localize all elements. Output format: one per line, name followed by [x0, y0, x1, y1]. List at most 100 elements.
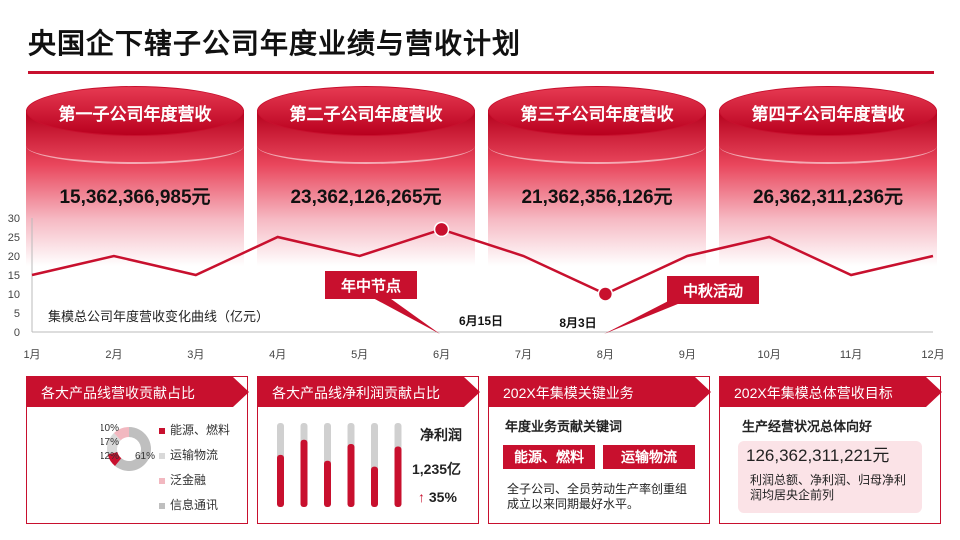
y-tick-label: 10 [8, 289, 20, 301]
subsidiary-revenue: 23,362,126,265元 [290, 187, 442, 208]
legend-item-finance: 泛金融 [159, 471, 206, 488]
donut-segment [107, 451, 122, 466]
legend-swatch [159, 427, 165, 434]
target-value: 126,362,311,221元 [746, 446, 890, 465]
callout-pointer [360, 291, 440, 334]
highlight-points [433, 221, 614, 302]
title-divider [28, 71, 934, 74]
x-tick-label: 1月 [23, 349, 40, 361]
callout-pointer [604, 295, 700, 334]
cylinder-top [719, 86, 937, 136]
x-tick-label: 7月 [515, 349, 532, 361]
panel-header: 202X年集模总体营收目标 [720, 377, 942, 407]
revenue-line-chart: 0 5 10 15 20 25 30 1月 2月 3月 4月 5月 6月 7月 8月 9月 10月 11月 12月… [8, 213, 945, 361]
donut-label: 17% [101, 437, 119, 448]
revenue-donut-chart: 10% 17% 12% 61% [101, 423, 155, 471]
subsidiary-card-3: 第三子公司年度营收 21,362,356,126元 [488, 86, 706, 266]
metric-label: 净利润 [420, 427, 462, 443]
subsidiary-card-4: 第四子公司年度营收 26,362,311,236元 [719, 86, 937, 266]
y-tick-labels: 0 5 10 15 20 25 30 [8, 213, 20, 339]
profit-bar-chart [277, 423, 402, 507]
annotation-midyear: 年中节点 6月15日 [325, 271, 503, 334]
x-tick-label: 6月 [433, 349, 450, 361]
panel-profit-share: 各大产品线净利润贡献占比 净利润 1,235亿 ↑ 35% [257, 376, 480, 524]
legend-item-telecom: 信息通讯 [159, 496, 218, 513]
bar-fill [347, 444, 355, 507]
donut-label: 12% [101, 451, 119, 462]
panel-subtitle: 年度业务贡献关键词 [505, 419, 623, 434]
page-title: 央国企下辖子公司年度业绩与营收计划 [28, 28, 522, 59]
donut-segments [107, 427, 151, 471]
subsidiary-revenue: 21,362,356,126元 [521, 187, 673, 208]
legend-label: 泛金融 [170, 473, 207, 487]
subsidiary-label: 第四子公司年度营收 [751, 105, 905, 124]
annotation-midautumn: 中秋活动 8月3日 [559, 276, 759, 334]
target-card [738, 441, 922, 513]
x-tick-label: 4月 [269, 349, 286, 361]
panel-revenue-share: 各大产品线营收贡献占比 10% 17% 12% 61% 能源、燃料 运输物流 泛… [26, 376, 249, 524]
cylinder-ring [488, 128, 706, 164]
growth-value: 35% [428, 489, 457, 505]
donut-segment [113, 427, 129, 441]
y-tick-label: 30 [8, 213, 20, 225]
panel-subtitle: 生产经营状况总体向好 [742, 419, 873, 434]
highlight-point [433, 221, 450, 238]
panel-revenue-target: 202X年集模总体营收目标 生产经营状况总体向好 126,362,311,221… [719, 376, 942, 524]
x-tick-label: 8月 [597, 349, 614, 361]
panel-description-line: 润均居央企前列 [750, 488, 835, 502]
y-tick-label: 20 [8, 251, 20, 263]
bar-fill [277, 454, 284, 507]
panel-header-shape [27, 377, 249, 407]
chart-title: 集模总公司年度营收变化曲线（亿元） [48, 309, 269, 324]
metric-value: 1,235亿 [412, 461, 462, 477]
panel-header: 各大产品线净利润贡献占比 [258, 377, 480, 407]
panel-title: 各大产品线净利润贡献占比 [272, 385, 440, 401]
arrow-up-icon: ↑ [418, 489, 425, 505]
legend-label: 能源、燃料 [170, 423, 231, 437]
y-tick-label: 15 [8, 270, 20, 282]
panel-header-shape [258, 377, 480, 407]
callout-box [325, 271, 417, 299]
panel-description-line: 全子公司、全员劳动生产率创重组 [507, 482, 688, 496]
keyword-tag-transport: 运输物流 [603, 445, 695, 469]
x-tick-label: 11月 [840, 349, 862, 361]
x-tick-label: 12月 [921, 349, 944, 361]
revenue-series-line [31, 228, 934, 296]
x-tick-label: 10月 [758, 349, 781, 361]
x-tick-label: 9月 [679, 349, 696, 361]
panel-title: 202X年集模总体营收目标 [734, 385, 893, 401]
legend-label: 信息通讯 [170, 498, 219, 512]
growth-indicator: ↑ 35% [418, 489, 457, 505]
x-tick-labels: 1月 2月 3月 4月 5月 6月 7月 8月 9月 10月 11月 12月 [23, 349, 944, 361]
panel-header: 202X年集模关键业务 [489, 377, 711, 407]
cylinder-top [257, 86, 475, 136]
legend-swatch [159, 502, 165, 509]
highlight-point [597, 286, 614, 302]
cylinder-ring [719, 128, 937, 164]
panel-header-shape [489, 377, 711, 407]
panel-header: 各大产品线营收贡献占比 [27, 377, 249, 407]
keyword-tag-energy: 能源、燃料 [503, 445, 595, 469]
x-tick-label: 2月 [105, 349, 122, 361]
donut-segment [114, 427, 151, 471]
x-tick-label: 5月 [351, 349, 368, 361]
legend-item-energy: 能源、燃料 [159, 421, 230, 438]
donut-label: 10% [101, 423, 119, 434]
panel-description-line: 成立以来同期最好水平。 [507, 497, 640, 511]
cylinder-ring [257, 128, 475, 164]
donut-segment [107, 432, 121, 455]
legend-swatch [159, 477, 165, 484]
callout-date: 6月15日 [459, 314, 503, 328]
legend-swatch [159, 452, 165, 459]
bar-fill [371, 466, 378, 507]
bar-fill [394, 446, 402, 507]
subsidiary-label: 第一子公司年度营收 [58, 105, 212, 124]
callout-label: 年中节点 [341, 277, 401, 295]
subsidiary-card-1: 第一子公司年度营收 15,362,366,985元 [26, 86, 244, 266]
subsidiary-revenue: 15,362,366,985元 [59, 187, 211, 208]
panel-description-line: 利润总额、净利润、归母净利 [750, 473, 907, 487]
subsidiary-label: 第二子公司年度营收 [289, 105, 443, 124]
bar-fill [300, 439, 308, 507]
legend-item-transport: 运输物流 [159, 446, 218, 463]
callout-box [667, 276, 759, 304]
